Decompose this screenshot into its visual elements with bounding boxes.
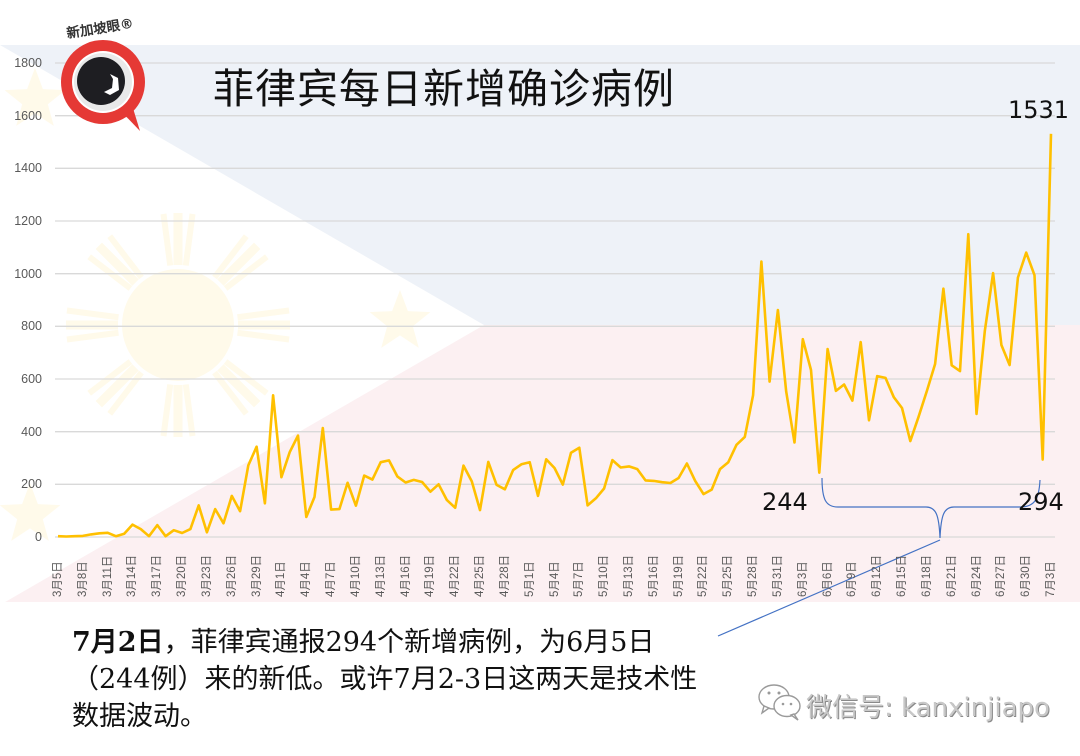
- gridlines: [55, 62, 1055, 538]
- x-tick-label: 6月15日: [896, 554, 909, 597]
- x-tick-label: 6月9日: [846, 561, 859, 597]
- y-tick-label: 0: [35, 530, 42, 544]
- x-tick-label: 5月28日: [747, 554, 760, 597]
- y-tick-label: 1200: [14, 214, 42, 228]
- x-tick-label: 3月11日: [101, 555, 114, 597]
- x-tick-label: 4月4日: [300, 561, 313, 597]
- x-tick-label: 4月28日: [498, 554, 511, 597]
- x-tick-label: 6月6日: [821, 561, 834, 597]
- y-tick-label: 600: [21, 372, 42, 386]
- x-tick-label: 6月27日: [995, 554, 1008, 597]
- x-tick-label: 6月3日: [796, 561, 809, 597]
- x-tick-label: 4月16日: [399, 554, 412, 597]
- y-tick-label: 1600: [14, 108, 42, 123]
- annotation-jun5-label: 244: [762, 488, 808, 516]
- x-tick-label: 6月18日: [920, 554, 933, 597]
- x-tick-label: 5月22日: [697, 554, 710, 597]
- x-tick-label: 5月1日: [523, 561, 536, 597]
- x-tick-label: 4月1日: [275, 561, 288, 597]
- caption-line-3: 数据波动。: [72, 701, 207, 732]
- x-tick-label: 7月3日: [1045, 561, 1057, 597]
- x-tick-label: 6月12日: [871, 554, 884, 597]
- x-tick-label: 5月25日: [722, 554, 735, 597]
- y-tick-label: 1000: [14, 266, 42, 281]
- series-line: [57, 133, 1053, 538]
- x-tick-label: 5月7日: [573, 561, 586, 597]
- x-tick-label: 5月31日: [771, 554, 784, 597]
- x-tick-label: 3月14日: [126, 554, 139, 597]
- x-tick-label: 4月7日: [325, 561, 338, 597]
- x-tick-label: 4月10日: [349, 554, 362, 597]
- flag-background: [0, 45, 1080, 605]
- annotation-peak-label: 1531: [1008, 96, 1070, 124]
- caption-line-1-rest: ，菲律宾通报294个新增病例，为6月5日: [163, 627, 655, 658]
- x-tick-label: 5月4日: [548, 561, 561, 597]
- caption-line-1: 7月2日，菲律宾通报294个新增病例，为6月5日: [72, 624, 792, 661]
- y-tick-label: 1400: [14, 161, 42, 176]
- x-tick-label: 3月17日: [151, 554, 164, 597]
- logo: [61, 40, 145, 131]
- caption-text: 7月2日，菲律宾通报294个新增病例，为6月5日 （244例）来的新低。或许7月…: [72, 624, 792, 735]
- x-tick-label: 4月19日: [424, 554, 437, 597]
- x-tick-label: 4月25日: [474, 554, 487, 597]
- brace-annotation: [717, 477, 1041, 637]
- x-tick-label: 3月20日: [176, 554, 189, 597]
- x-tick-label: 3月5日: [52, 561, 64, 597]
- x-tick-label: 6月21日: [945, 554, 958, 597]
- x-tick-label: 4月13日: [374, 554, 387, 597]
- x-tick-label: 4月22日: [449, 554, 462, 597]
- x-tick-label: 6月30日: [1020, 554, 1033, 597]
- star-icons: [0, 68, 431, 541]
- caption-line-2: （244例）来的新低。或许7月2-3日这两天是技术性: [72, 664, 698, 695]
- x-tick-label: 5月16日: [647, 554, 660, 597]
- x-tick-label: 6月24日: [970, 554, 983, 597]
- x-tick-label: 3月29日: [250, 554, 263, 597]
- x-tick-label: 5月10日: [598, 554, 611, 597]
- annotation-jul2-label: 294: [1018, 488, 1064, 516]
- x-tick-label: 3月26日: [225, 554, 238, 597]
- x-tick-label: 3月23日: [200, 554, 213, 597]
- y-tick-label: 800: [21, 319, 42, 334]
- x-tick-label: 5月13日: [622, 554, 635, 597]
- x-tick-label: 5月19日: [672, 554, 685, 597]
- sun-icon: [66, 213, 290, 437]
- caption-date: 7月2日: [72, 627, 164, 658]
- wechat-icon: [758, 684, 801, 721]
- watermark-text: 微信号: kanxinjiapo: [806, 693, 1050, 723]
- y-tick-label: 200: [21, 477, 42, 492]
- chart-title: 菲律宾每日新增确诊病例: [213, 65, 675, 113]
- y-tick-label: 400: [21, 424, 42, 439]
- x-tick-label: 3月8日: [76, 561, 89, 597]
- y-tick-label: 1800: [14, 56, 42, 70]
